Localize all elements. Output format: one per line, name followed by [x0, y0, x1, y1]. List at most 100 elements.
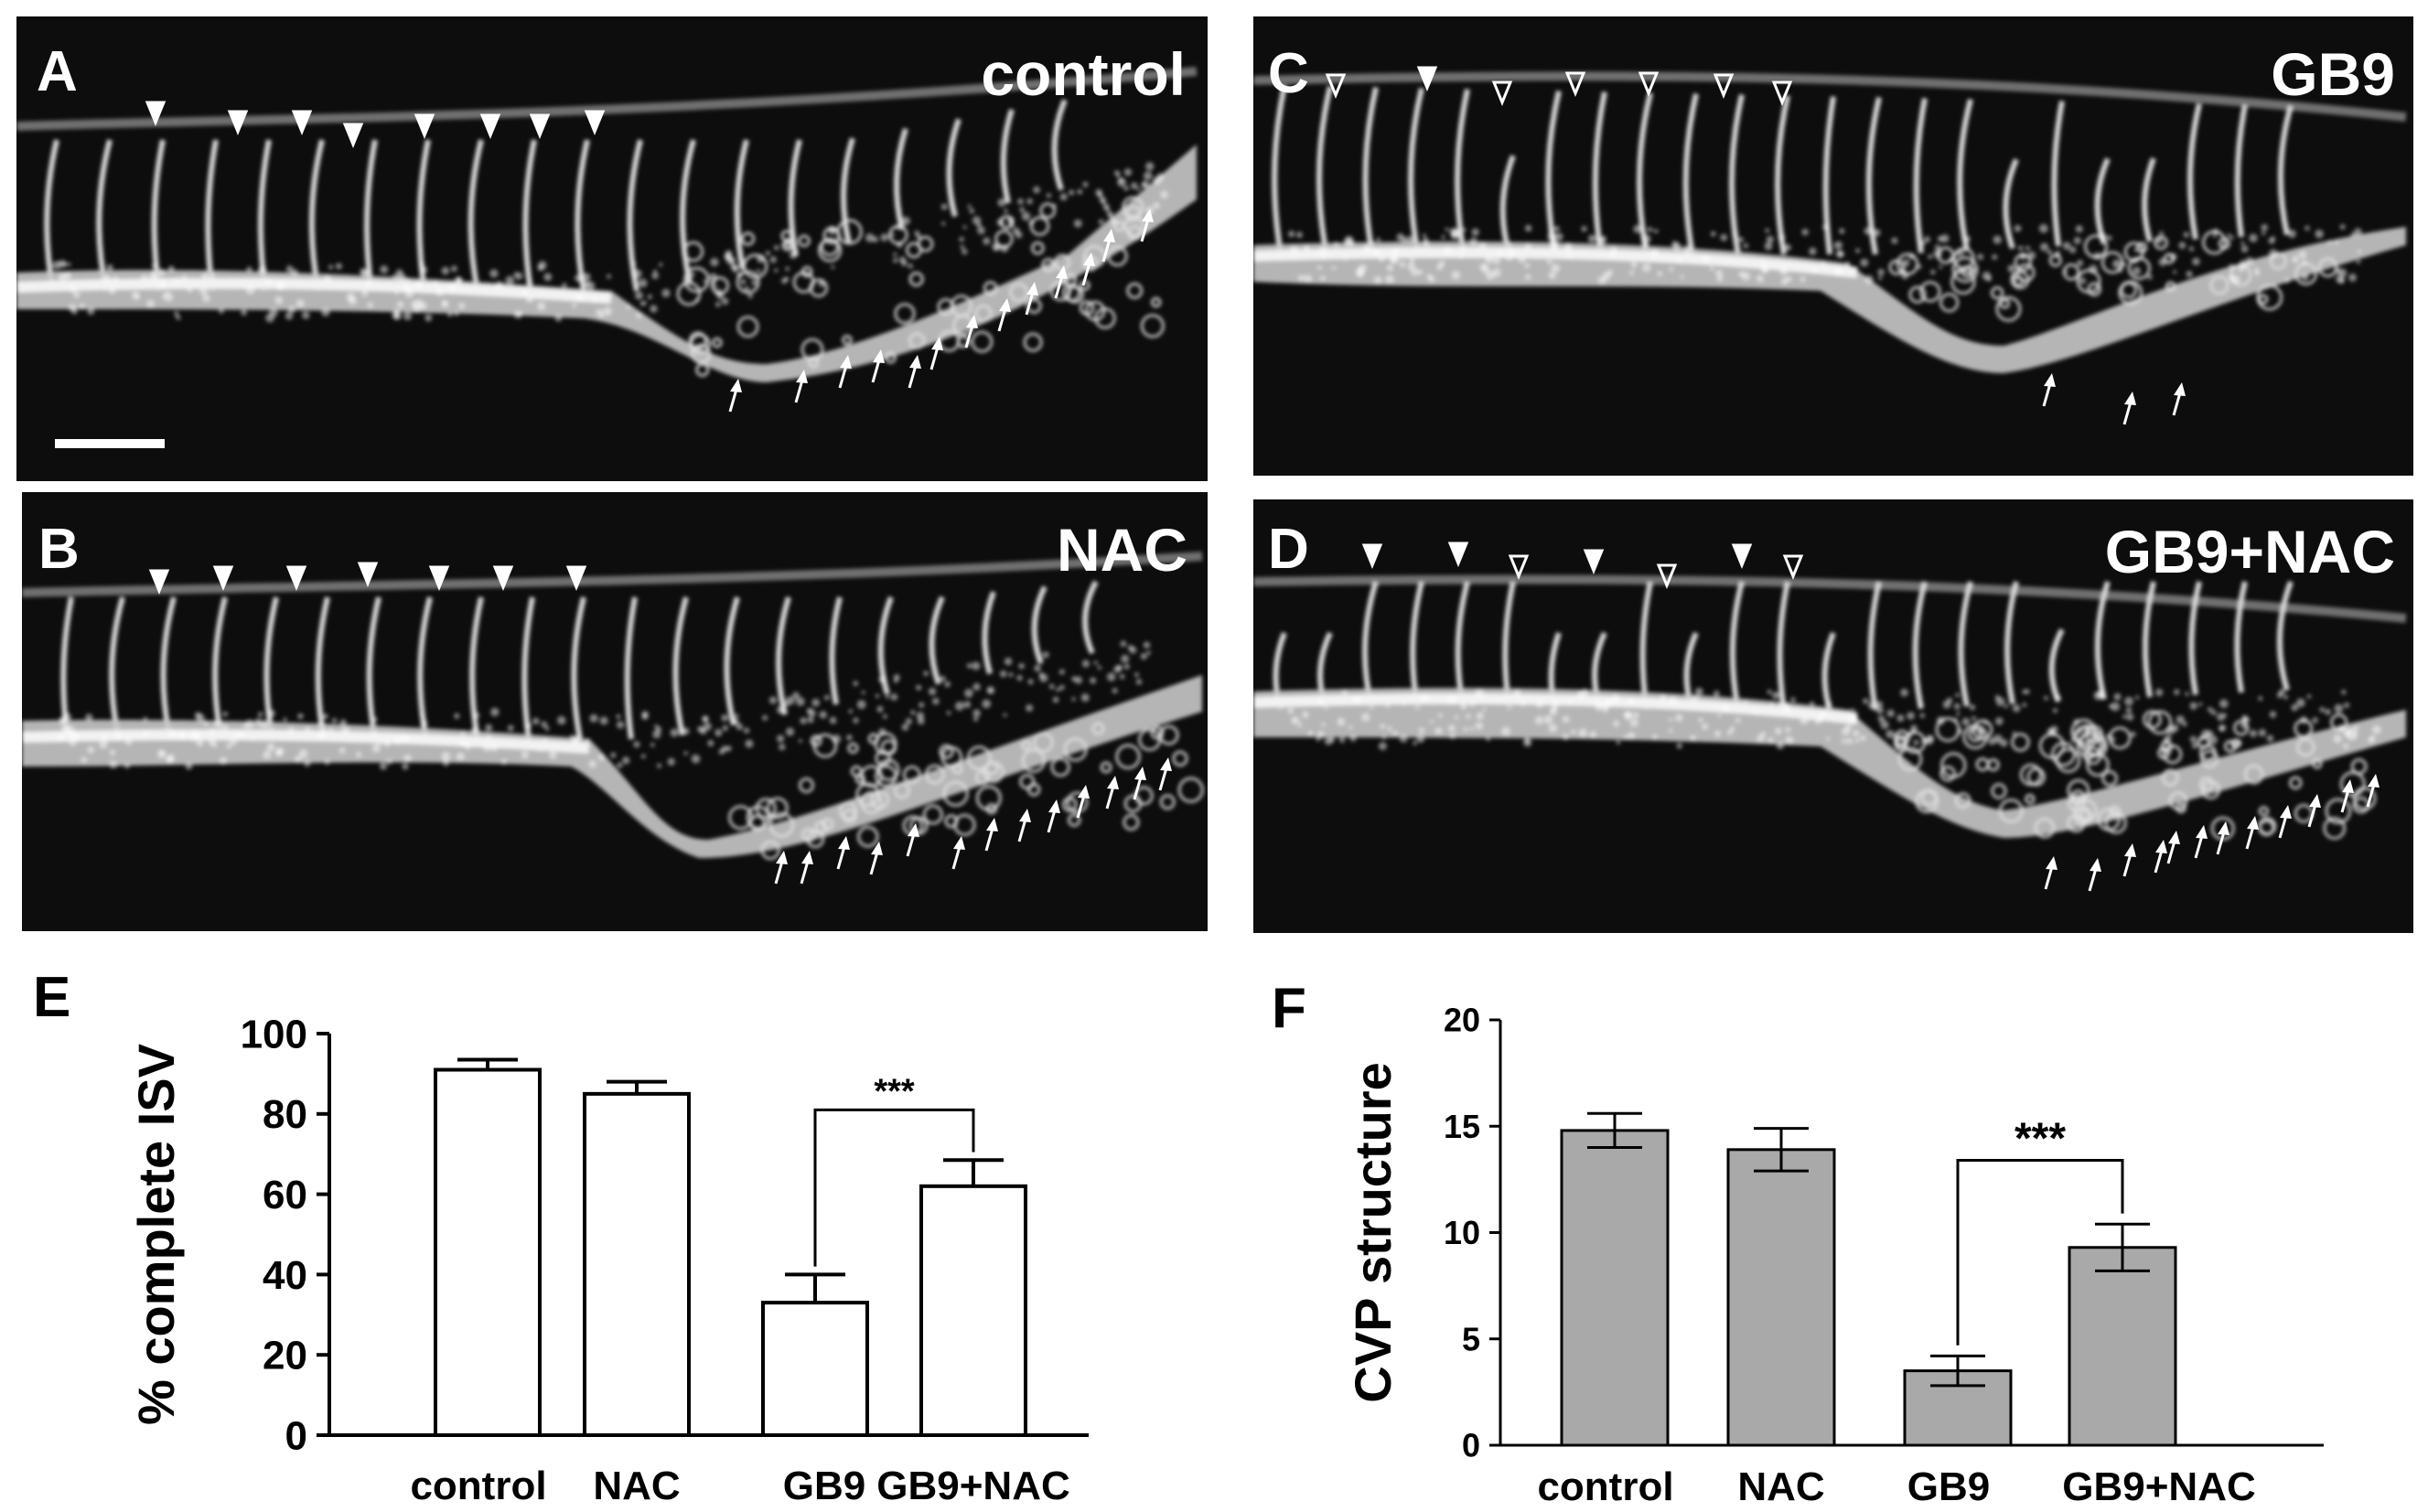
vessel-speckle — [1845, 261, 1851, 266]
vessel-speckle — [2235, 739, 2242, 746]
vessel-speckle — [305, 726, 311, 733]
vessel-speckle — [549, 751, 557, 759]
vessel-speckle — [2249, 233, 2258, 242]
vessel-speckle — [1525, 242, 1531, 250]
vessel-speckle — [1875, 706, 1884, 714]
vessel-speckle — [141, 273, 148, 282]
vessel-speckle — [632, 269, 642, 279]
x-category-label: control — [410, 1464, 546, 1508]
panel-title-gb9-nac: GB9+NAC — [2104, 518, 2395, 585]
vessel-speckle — [1766, 235, 1774, 243]
isv-vessel — [467, 139, 484, 292]
vessel-speckle — [513, 272, 518, 276]
vessel-speckle — [732, 266, 738, 273]
vessel-speckle — [62, 262, 68, 267]
vessel-speckle — [226, 743, 232, 749]
plexus-loop — [2097, 808, 2121, 831]
vessel-speckle — [218, 308, 224, 314]
vessel-speckle — [795, 697, 805, 706]
vessel-speckle — [1321, 722, 1326, 727]
vessel-speckle — [2192, 257, 2200, 266]
vessel-speckle — [1357, 270, 1364, 278]
plexus-loop — [1033, 732, 1054, 753]
vessel-speckle — [2199, 735, 2206, 741]
vessel-speckle — [2356, 260, 2361, 264]
vessel-speckle — [598, 313, 605, 318]
vessel-speckle — [1702, 253, 1711, 263]
vessel-speckle — [2347, 730, 2357, 739]
vessel-speckle — [908, 263, 913, 269]
vessel-speckle — [424, 314, 433, 322]
isv-vessel — [1592, 91, 1607, 255]
bar-gb9-nac — [2068, 1246, 2177, 1447]
vessel-speckle — [392, 311, 401, 320]
vessel-speckle — [962, 225, 967, 230]
vessel-speckle — [1287, 707, 1295, 714]
vessel-speckle — [1402, 701, 1407, 706]
y-tick-label: 10 — [1444, 1214, 1480, 1251]
vessel-speckle — [2185, 692, 2189, 696]
y-tick-label: 100 — [241, 1012, 307, 1056]
vessel-speckle — [2068, 246, 2077, 253]
vessel-speckle — [365, 280, 372, 287]
vessel-speckle — [2304, 225, 2310, 231]
vessel-speckle — [2239, 260, 2248, 269]
arrow-tip — [2155, 840, 2167, 853]
isv-vessel — [1728, 93, 1745, 255]
vessel-speckle — [322, 713, 328, 720]
open-arrowhead-icon — [1564, 71, 1586, 97]
vessel-speckle — [1908, 252, 1916, 260]
vessel-speckle — [962, 248, 968, 255]
vessel-speckle — [2027, 251, 2036, 260]
plexus-loop — [1123, 794, 1143, 813]
vessel-speckle — [1602, 700, 1612, 710]
plexus-loop — [2350, 758, 2368, 775]
vessel-speckle — [1977, 253, 1984, 261]
plexus-loop — [2323, 817, 2347, 840]
isv-vessel — [1775, 94, 1790, 255]
vessel-speckle — [1920, 241, 1926, 246]
vessel-speckle — [241, 733, 246, 738]
isv-vessel — [2234, 104, 2248, 238]
filled-arrowhead-icon — [428, 565, 450, 591]
vessel-speckle — [68, 304, 77, 312]
vessel-speckle — [1601, 235, 1606, 241]
plexus-loop — [1126, 282, 1144, 299]
vessel-speckle — [1506, 254, 1513, 261]
vessel-speckle — [597, 754, 606, 761]
vessel-speckle — [1069, 189, 1075, 196]
vessel-speckle — [2076, 726, 2084, 735]
vessel-speckle — [2229, 235, 2234, 241]
vessel-speckle — [586, 738, 590, 743]
vessel-speckle — [617, 762, 623, 768]
arrow-tip — [986, 818, 998, 831]
vessel-speckle — [102, 274, 112, 284]
isv-vessel — [1729, 581, 1745, 711]
vessel-speckle — [2342, 743, 2349, 749]
vessel-speckle — [1525, 273, 1531, 281]
vessel-speckle — [789, 251, 797, 259]
vessel-speckle — [765, 251, 771, 256]
plexus-loop — [983, 281, 998, 296]
trunk-vessels — [1253, 688, 2406, 838]
vessel-speckle — [73, 291, 81, 299]
vessel-speckle — [1017, 198, 1024, 205]
scale-bar — [55, 439, 165, 448]
x-category-label: GB9+NAC — [2062, 1464, 2256, 1509]
plexus-loop — [695, 362, 710, 377]
vessel-speckle — [1090, 677, 1097, 684]
plexus-loop — [842, 334, 853, 346]
arrow-tip — [840, 355, 852, 369]
vessel-speckle — [420, 719, 428, 727]
plexus-loop — [974, 769, 991, 786]
isv-vessel — [1031, 585, 1047, 665]
vessel-speckle — [1406, 235, 1414, 243]
vessel-speckle — [1449, 733, 1456, 740]
vessel-speckle — [1550, 241, 1559, 251]
vessel-speckle — [1378, 255, 1385, 263]
vessel-speckle — [972, 709, 981, 717]
isv-vessel — [1000, 108, 1015, 204]
plexus-loop — [2154, 235, 2168, 251]
panel-letter-d: D — [1268, 518, 1309, 581]
vessel-speckle — [2353, 725, 2359, 731]
